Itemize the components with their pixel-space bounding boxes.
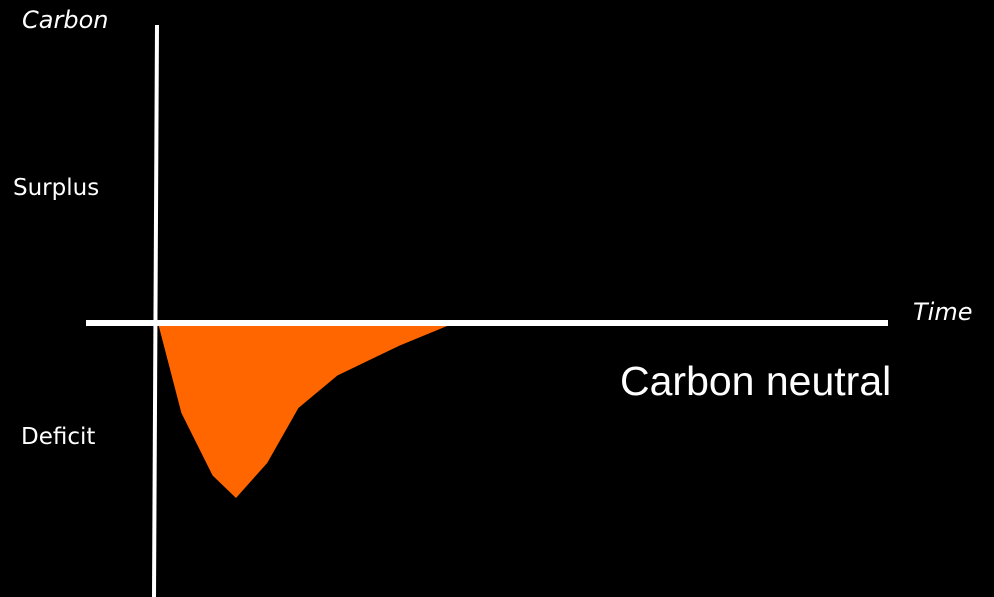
carbon-neutral-annotation: Carbon neutral — [620, 358, 892, 404]
surplus-label: Surplus — [13, 175, 100, 201]
y-axis-title: Carbon — [22, 6, 109, 34]
x-axis-title: Time — [913, 298, 973, 326]
deficit-label: Deficit — [21, 424, 96, 450]
y-axis-line — [152, 24, 159, 597]
deficit-area — [158, 323, 455, 498]
